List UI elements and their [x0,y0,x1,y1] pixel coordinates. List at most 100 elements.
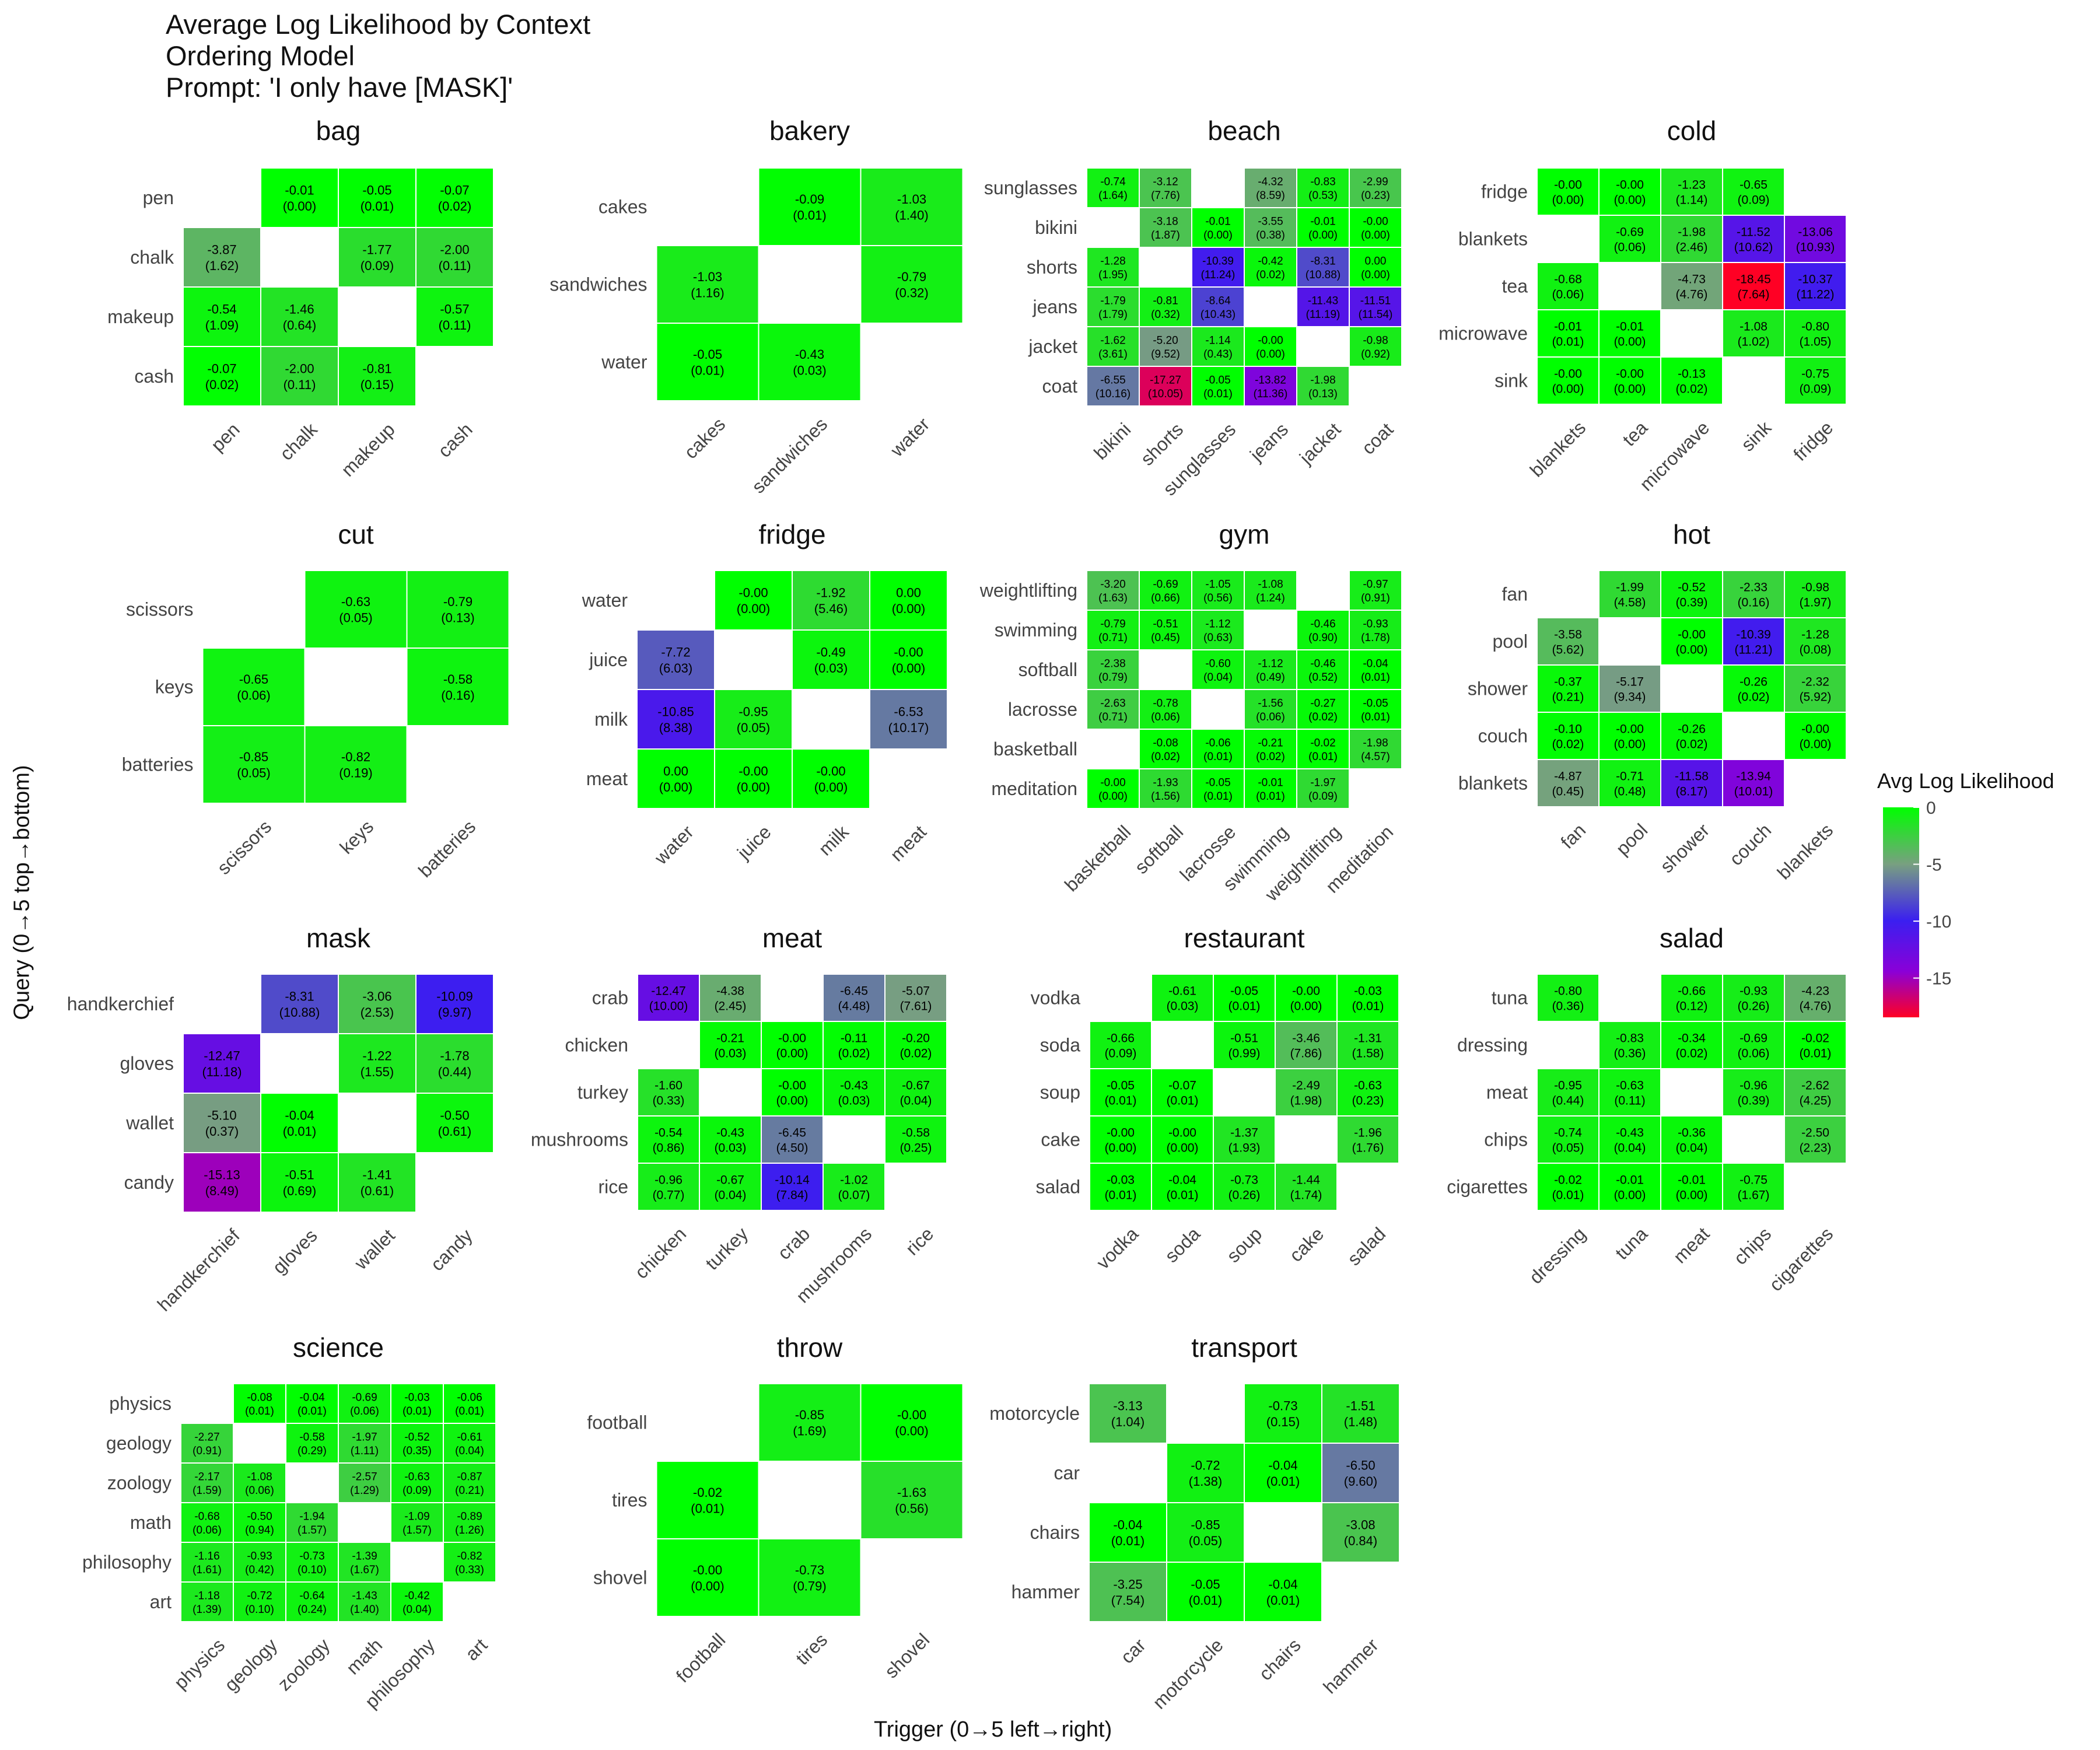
cell-value-label: -3.46 [1292,1031,1320,1045]
cell-sd-label: (0.04) [900,1094,932,1108]
heatmap-cell [1784,215,1847,263]
heatmap-cell [1321,1443,1400,1503]
cell-value-label: -4.87 [1554,769,1582,783]
cell-value-label: -5.17 [1616,675,1644,688]
cell-value-label: -1.12 [1258,657,1283,670]
cell-value-label: -0.01 [1616,320,1644,333]
heatmap-cell [1166,1562,1245,1622]
cell-sd-label: (0.01) [1167,1094,1199,1108]
cell-sd-label: (0.43) [1203,348,1233,360]
cell-sd-label: (1.04) [1111,1415,1144,1429]
heatmap-cell [338,346,416,407]
cell-value-label: -0.00 [1554,367,1582,380]
cell-value-label: -0.67 [902,1079,930,1092]
panel-title-transport: transport [1191,1332,1297,1363]
heatmap-cell [822,974,886,1022]
cell-sd-label: (1.57) [402,1524,432,1536]
cell-value-label: -0.01 [1616,1173,1644,1186]
cell-sd-label: (0.04) [1614,1142,1646,1155]
cell-value-label: -7.72 [661,645,690,660]
cell-value-label: -0.74 [1554,1126,1582,1139]
cell-value-label: -1.02 [840,1173,868,1186]
cell-value-label: -4.73 [1678,272,1706,286]
x-tick-label: chicken [631,1223,690,1283]
cell-value-label: -0.79 [443,594,473,609]
x-tick-label: gloves [268,1225,321,1278]
heatmap-cell [1139,366,1192,407]
x-tick-label: salad [1343,1223,1390,1270]
cell-sd-label: (0.01) [793,208,826,223]
heatmap-cell [1166,1502,1245,1563]
cell-sd-label: (0.01) [245,1405,274,1418]
heatmap-cell [1349,689,1402,730]
cell-value-label: -2.63 [1100,697,1125,709]
legend-tick-label: -10 [1926,912,1951,932]
heatmap-cell [1660,167,1723,216]
cell-value-label: 0.00 [896,586,921,600]
cell-sd-label: (0.01) [691,363,724,378]
heatmap-cell [1349,286,1402,327]
cell-sd-label: (0.03) [715,1142,747,1155]
cell-sd-label: (0.11) [1614,1094,1645,1108]
x-tick-label: jacket [1295,419,1345,468]
x-tick-label: soup [1223,1223,1266,1267]
cell-value-label: -1.41 [362,1168,391,1182]
heatmap-cell [1191,286,1245,327]
x-tick-label: fan [1556,820,1590,853]
cell-sd-label: (4.58) [1614,596,1646,610]
heatmap-cell [390,1581,444,1622]
heatmap-cell [860,1461,964,1539]
heatmap-cell [1296,167,1350,208]
cell-value-label: -10.09 [436,989,473,1004]
heatmap-cell [443,1462,496,1503]
heatmap-cell [338,974,416,1034]
cell-value-label: -0.00 [1168,1126,1196,1139]
cell-sd-label: (1.78) [1361,632,1390,644]
cell-sd-label: (4.48) [838,1000,870,1013]
cell-sd-label: (0.01) [1203,388,1233,400]
heatmap-cell [338,1423,391,1464]
cell-sd-label: (0.00) [892,661,925,676]
cell-value-label: -2.57 [352,1471,377,1483]
cell-sd-label: (1.56) [1151,790,1180,803]
heatmap-cell [656,245,760,324]
cell-value-label: -0.98 [1801,580,1829,594]
heatmap-cell [758,1538,862,1617]
x-tick-label: shovel [880,1629,933,1682]
cell-sd-label: (0.91) [192,1445,222,1457]
heatmap-cell [792,629,870,690]
cell-sd-label: (0.01) [1352,1000,1384,1013]
cell-sd-label: (1.62) [205,258,239,273]
cell-value-label: -0.69 [1740,1031,1768,1045]
cell-sd-label: (9.60) [1344,1474,1377,1489]
cell-sd-label: (0.48) [1614,785,1646,799]
cell-sd-label: (0.01) [1228,1000,1261,1013]
cell-sd-label: (0.01) [1552,335,1584,349]
x-tick-label: football [672,1629,729,1686]
heatmap-cell [285,1581,339,1622]
panel-title-bag: bag [316,116,361,146]
cell-sd-label: (0.06) [1614,241,1646,254]
heatmap-cell [1151,1163,1214,1211]
cell-value-label: -8.64 [1205,295,1231,307]
cell-value-label: -0.00 [894,645,923,660]
x-tick-label: pen [207,419,244,456]
cell-sd-label: (7.84) [776,1189,808,1202]
cell-sd-label: (0.61) [360,1184,394,1198]
cell-value-label: -0.11 [841,1031,867,1045]
y-tick-label: motorcycle [989,1403,1080,1424]
y-tick-label: sandwiches [550,274,647,295]
cell-value-label: -2.99 [1363,176,1388,188]
cell-value-label: -0.75 [1801,367,1829,380]
heatmap-cell [656,323,760,401]
cell-value-label: -0.04 [1268,1577,1297,1592]
cell-sd-label: (0.45) [1552,785,1584,799]
cell-sd-label: (0.99) [1228,1047,1261,1060]
cell-sd-label: (0.15) [1266,1415,1300,1429]
cell-sd-label: (8.17) [1676,785,1708,799]
heatmap-cell [792,570,870,631]
cell-value-label: -0.00 [693,1563,722,1577]
cell-sd-label: (10.00) [649,1000,688,1013]
cell-value-label: -0.65 [1740,178,1768,191]
y-tick-label: blankets [1458,229,1528,250]
